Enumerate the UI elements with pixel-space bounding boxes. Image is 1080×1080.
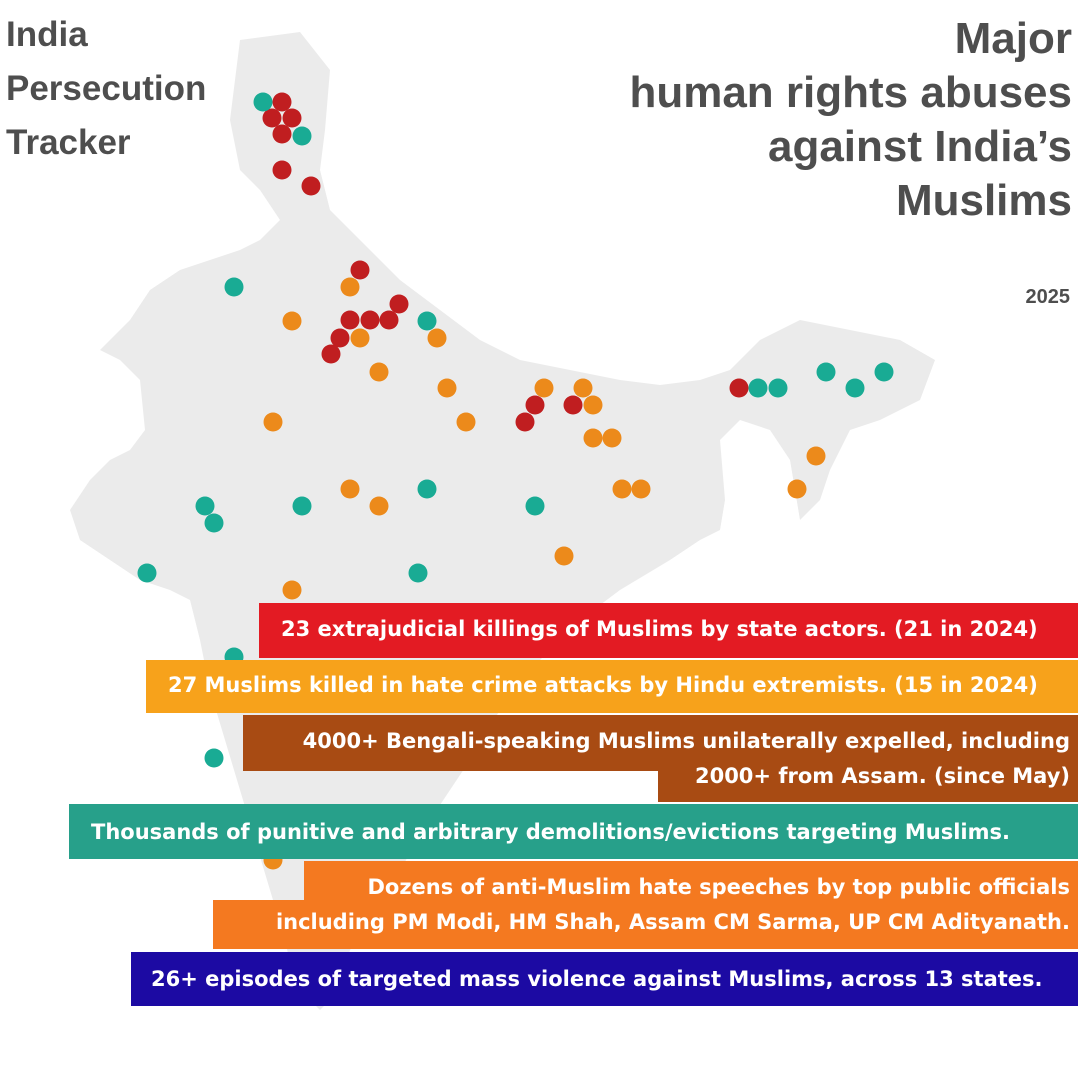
killing-marker	[272, 124, 292, 144]
hate-crime-marker	[350, 328, 370, 348]
headline-line: human rights abuses	[629, 68, 1072, 117]
killing-marker	[350, 260, 370, 280]
headline: Major human rights abuses against India’…	[629, 12, 1072, 228]
brand-line: Tracker	[6, 123, 131, 162]
hate-crime-marker	[787, 479, 807, 499]
hate-crime-marker	[340, 277, 360, 297]
killing-marker	[360, 310, 380, 330]
hate-crime-marker	[631, 479, 651, 499]
demolition-marker	[224, 277, 244, 297]
demolition-marker	[417, 479, 437, 499]
killing-marker	[330, 328, 350, 348]
stat-text: 2000+ from Assam. (since May)	[694, 764, 1070, 788]
stat-killings: 23 extrajudicial killings of Muslims by …	[259, 603, 1078, 658]
killing-marker	[262, 108, 282, 128]
hate-crime-marker	[612, 479, 632, 499]
hate-crime-marker	[282, 311, 302, 331]
hate-crime-marker	[583, 428, 603, 448]
killing-marker	[272, 160, 292, 180]
demolition-marker	[195, 496, 215, 516]
hate-crime-marker	[340, 479, 360, 499]
stat-text: Thousands of punitive and arbitrary demo…	[91, 820, 1010, 844]
killing-marker	[729, 378, 749, 398]
killing-marker	[379, 310, 399, 330]
demolition-marker	[408, 563, 428, 583]
hate-crime-marker	[369, 362, 389, 382]
demolition-marker	[816, 362, 836, 382]
killing-marker	[515, 412, 535, 432]
killing-marker	[563, 395, 583, 415]
demolition-marker	[525, 496, 545, 516]
demolition-marker	[204, 748, 224, 768]
brand-line: Persecution	[6, 69, 207, 108]
demolition-marker	[292, 126, 312, 146]
hate-crime-marker	[263, 412, 283, 432]
demolition-marker	[417, 311, 437, 331]
hate-crime-marker	[583, 395, 603, 415]
killing-marker	[321, 344, 341, 364]
stat-text: including PM Modi, HM Shah, Assam CM Sar…	[275, 910, 1070, 934]
hate-crime-marker	[456, 412, 476, 432]
stat-text: Dozens of anti-Muslim hate speeches by t…	[367, 875, 1070, 899]
demolition-marker	[748, 378, 768, 398]
stat-expelled-continued: 2000+ from Assam. (since May)	[658, 759, 1078, 802]
incident-markers	[137, 92, 894, 870]
stat-text: 4000+ Bengali-speaking Muslims unilatera…	[302, 729, 1070, 753]
hate-crime-marker	[437, 378, 457, 398]
demolition-marker	[204, 513, 224, 533]
killing-marker	[525, 395, 545, 415]
year-label: 2025	[1025, 286, 1071, 308]
brand-line: India	[6, 15, 88, 54]
killing-marker	[389, 294, 409, 314]
stat-text: 27 Muslims killed in hate crime attacks …	[168, 673, 1038, 697]
demolition-marker	[768, 378, 788, 398]
killing-marker	[340, 310, 360, 330]
demolition-marker	[253, 92, 273, 112]
stat-demolitions: Thousands of punitive and arbitrary demo…	[69, 804, 1078, 859]
killing-marker	[272, 92, 292, 112]
headline-line: Major	[954, 14, 1072, 63]
demolition-marker	[292, 496, 312, 516]
hate-crime-marker	[369, 496, 389, 516]
demolition-marker	[137, 563, 157, 583]
hate-crime-marker	[427, 328, 447, 348]
demolition-marker	[845, 378, 865, 398]
killing-marker	[282, 108, 302, 128]
stat-hate-speech-continued: including PM Modi, HM Shah, Assam CM Sar…	[213, 900, 1078, 949]
killing-marker	[301, 176, 321, 196]
stat-text: 23 extrajudicial killings of Muslims by …	[281, 617, 1038, 641]
headline-line: Muslims	[895, 176, 1072, 225]
hate-crime-marker	[534, 378, 554, 398]
demolition-marker	[874, 362, 894, 382]
hate-crime-marker	[806, 446, 826, 466]
hate-crime-marker	[282, 580, 302, 600]
hate-crime-marker	[573, 378, 593, 398]
hate-crime-marker	[602, 428, 622, 448]
brand-title: India Persecution Tracker	[6, 8, 206, 170]
headline-line: against India’s	[767, 122, 1072, 171]
stat-hate-crime: 27 Muslims killed in hate crime attacks …	[146, 660, 1078, 713]
stat-text: 26+ episodes of targeted mass violence a…	[151, 967, 1043, 991]
hate-crime-marker	[554, 546, 574, 566]
stat-mass-violence: 26+ episodes of targeted mass violence a…	[131, 952, 1078, 1006]
